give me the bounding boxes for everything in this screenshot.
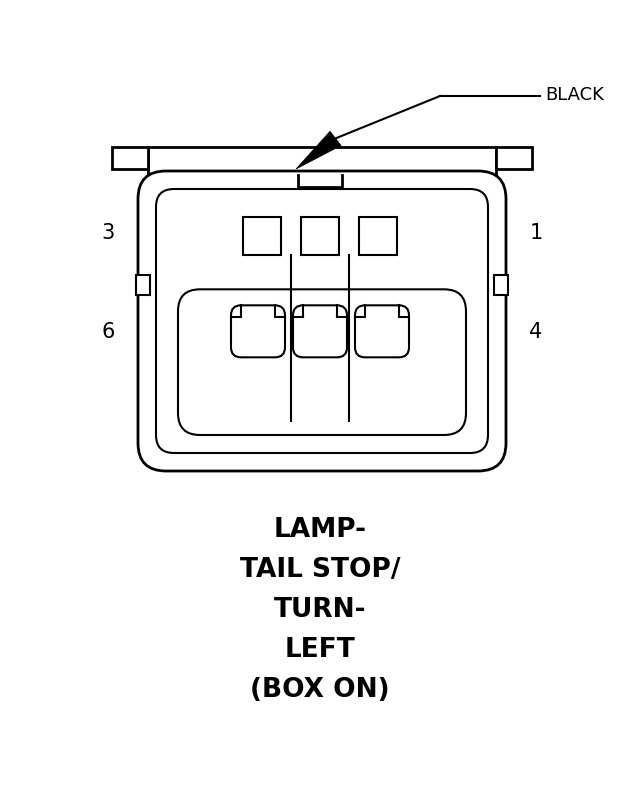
- Bar: [494, 276, 508, 296]
- Bar: [359, 217, 397, 255]
- Bar: [200, 186, 442, 202]
- FancyBboxPatch shape: [231, 306, 285, 358]
- Bar: [301, 217, 339, 255]
- Text: (BOX ON): (BOX ON): [250, 676, 390, 702]
- Bar: [175, 176, 469, 206]
- Bar: [112, 148, 148, 169]
- Bar: [136, 276, 150, 296]
- Text: 1: 1: [529, 223, 543, 243]
- Text: LAMP-: LAMP-: [273, 517, 367, 543]
- FancyBboxPatch shape: [293, 306, 347, 358]
- Bar: [148, 148, 496, 176]
- Text: TURN-: TURN-: [274, 596, 366, 622]
- Text: 3: 3: [101, 223, 115, 243]
- Text: 4: 4: [529, 322, 543, 342]
- Text: LEFT: LEFT: [285, 636, 355, 663]
- FancyBboxPatch shape: [178, 290, 466, 436]
- Text: TAIL STOP/: TAIL STOP/: [240, 556, 400, 582]
- Text: BLACK: BLACK: [545, 86, 604, 104]
- Polygon shape: [296, 132, 341, 169]
- Bar: [496, 148, 532, 169]
- Bar: [298, 176, 342, 188]
- Bar: [243, 217, 281, 255]
- FancyBboxPatch shape: [156, 190, 488, 453]
- FancyBboxPatch shape: [138, 172, 506, 471]
- Text: 6: 6: [101, 322, 115, 342]
- FancyBboxPatch shape: [355, 306, 409, 358]
